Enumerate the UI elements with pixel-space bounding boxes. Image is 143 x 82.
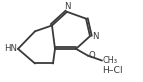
Text: HN: HN — [4, 44, 17, 53]
Text: N: N — [64, 2, 70, 11]
Text: O: O — [89, 51, 95, 60]
Text: N: N — [92, 32, 99, 41]
Text: H–Cl: H–Cl — [102, 66, 123, 75]
Text: CH₃: CH₃ — [103, 56, 118, 65]
